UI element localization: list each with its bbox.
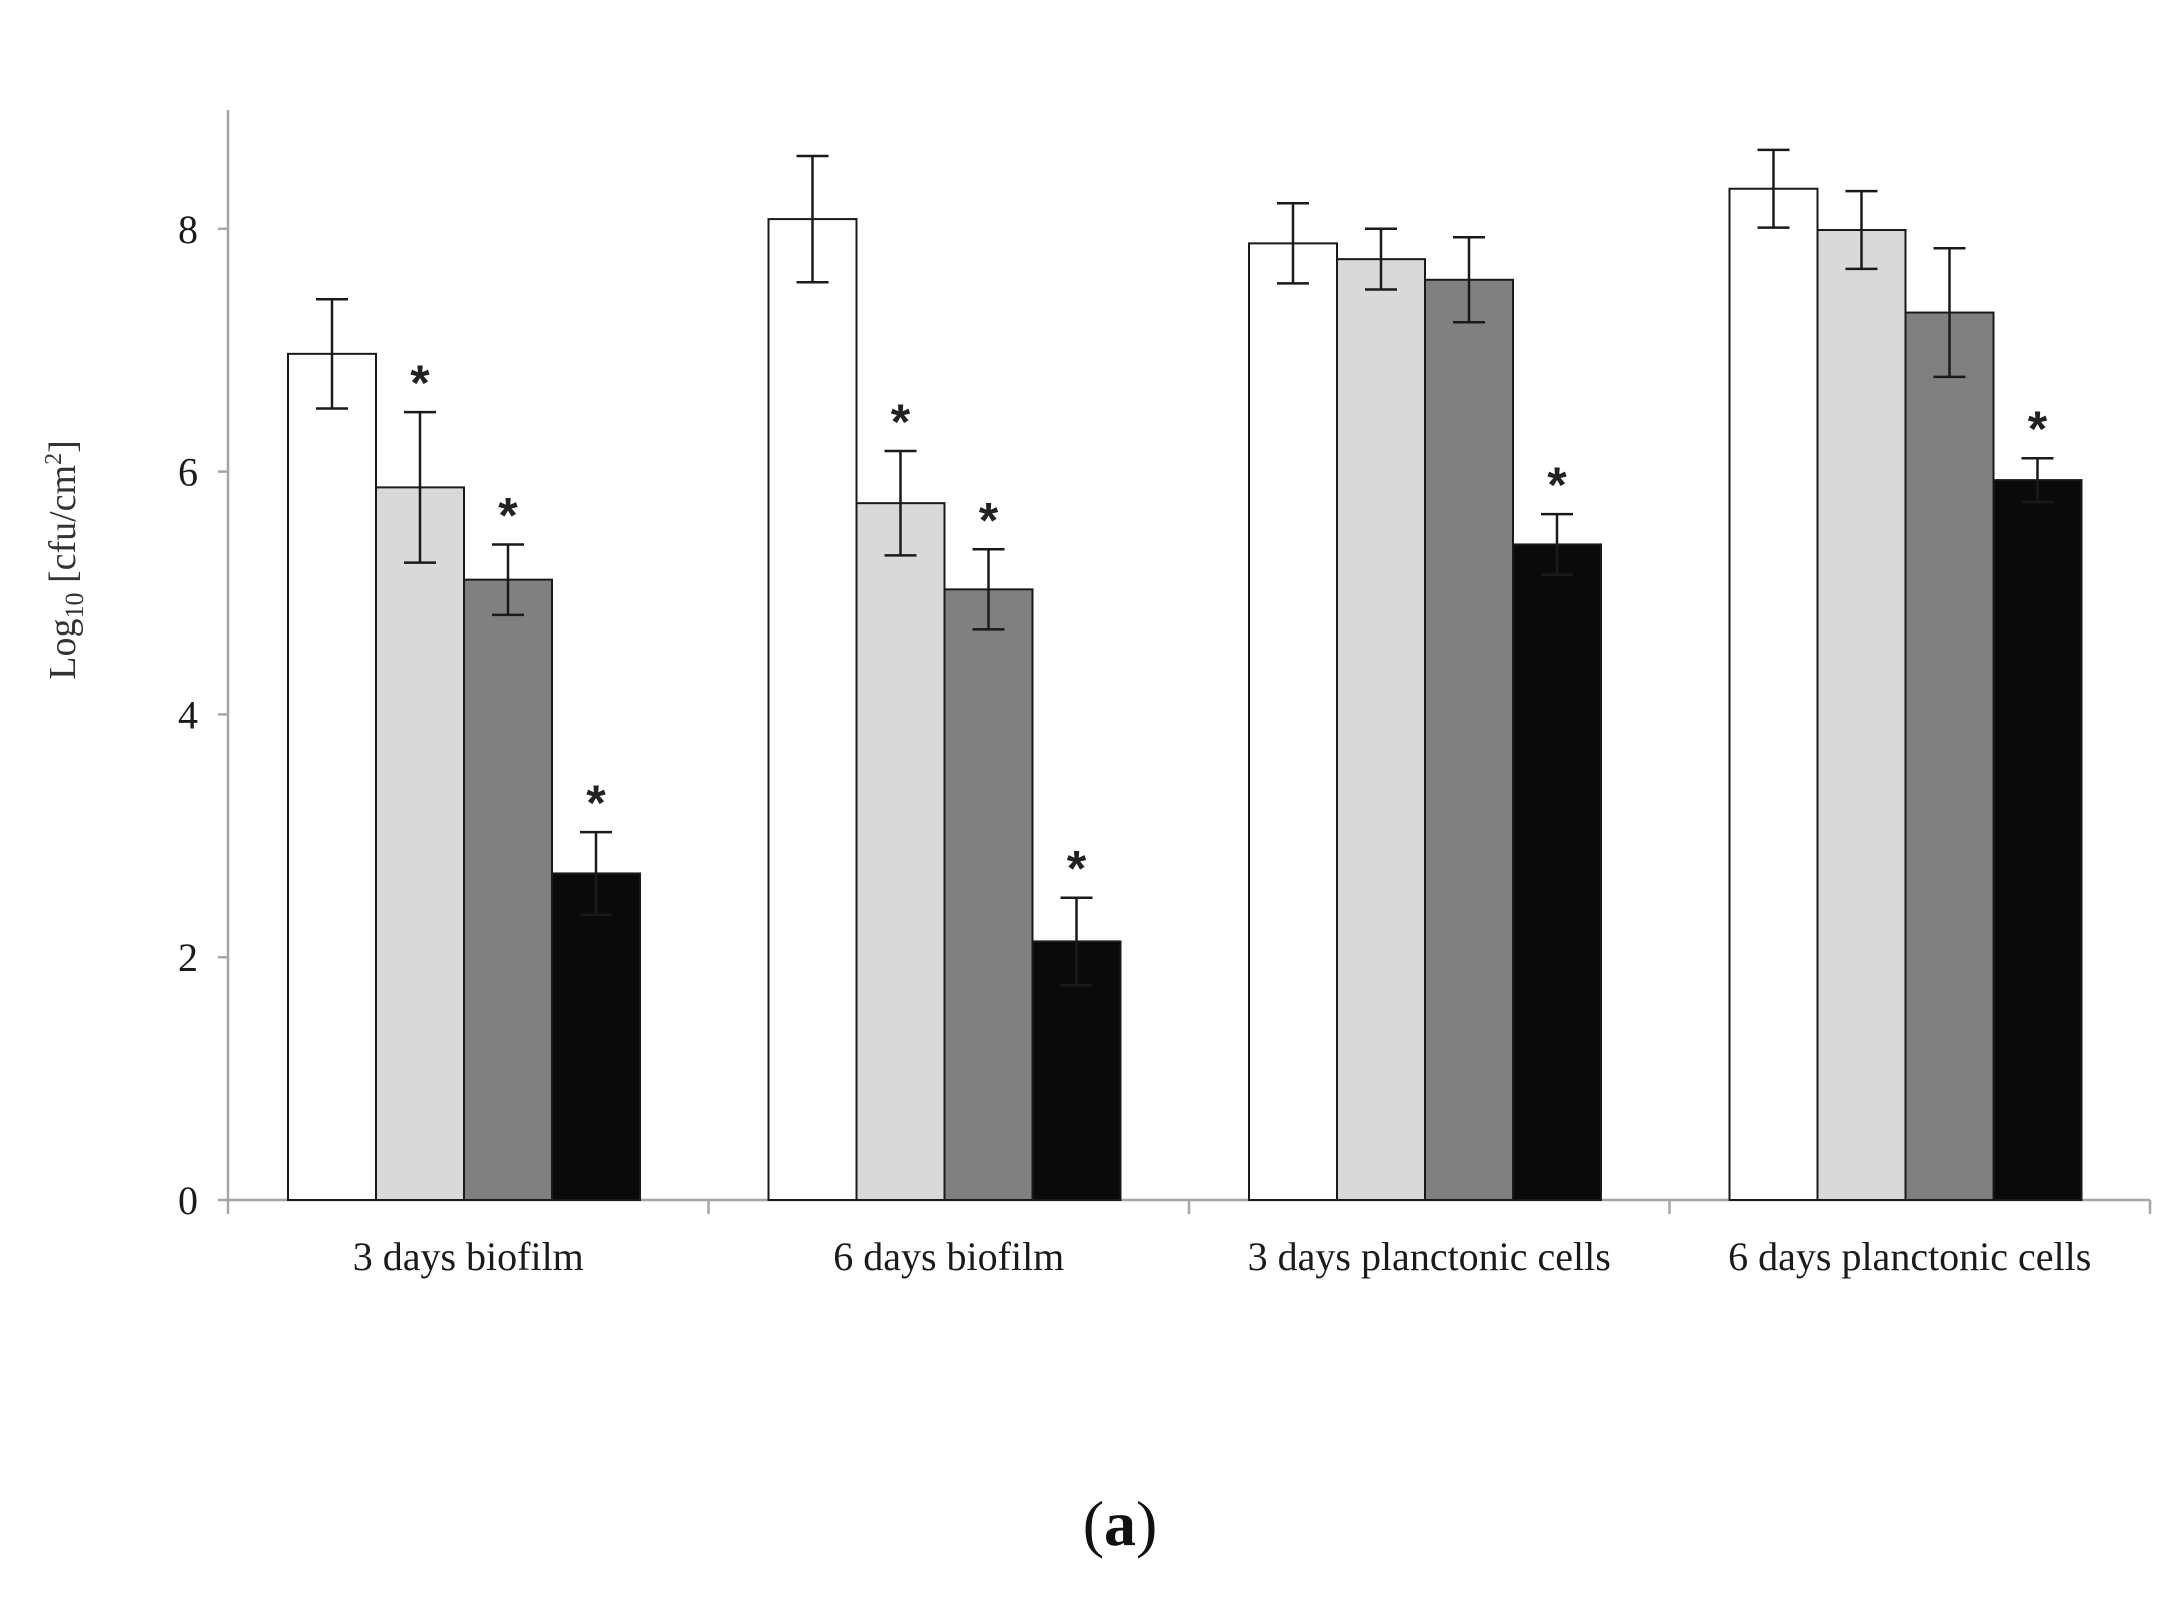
x-category-label: 6 days planctonic cells [1728,1234,2091,1279]
bar [1512,543,1602,1201]
bars [287,187,2083,1202]
error-bars [316,148,2054,987]
panel-label: (a) [1083,1488,1158,1559]
bar [1728,187,1819,1202]
significance-star: * [891,394,911,450]
x-category-label: 3 days planctonic cells [1248,1234,1611,1279]
bar [1816,229,1907,1202]
significance-star: * [586,775,606,831]
y-tick-label: 8 [178,207,198,252]
bar [551,872,641,1202]
significance-star: * [979,492,999,548]
significance-star: * [498,487,518,543]
bar [1336,258,1426,1201]
bar [1424,278,1514,1201]
significance-star: * [1547,457,1567,513]
y-tick-label: 6 [178,450,198,495]
significance-markers: * * * * * * * * [410,355,2048,897]
bar [767,218,858,1201]
y-axis-title: Log10 [cfu/cm2] [41,440,89,680]
bar [1248,242,1338,1202]
y-tick-label: 4 [178,692,198,737]
bar [855,502,946,1201]
y-tick-label: 2 [178,935,198,980]
bar [287,352,377,1202]
x-axis: 3 days biofilm 6 days biofilm 3 days planc… [226,1198,2152,1279]
bar [1904,311,1995,1202]
x-category-label: 3 days biofilm [353,1234,584,1279]
significance-star: * [2028,401,2048,457]
x-category-label: 6 days biofilm [833,1234,1064,1279]
significance-star: * [410,355,430,411]
bar [375,486,465,1201]
y-tick-label: 0 [178,1178,198,1223]
bar [943,588,1034,1201]
y-axis: 0 2 4 6 8 [178,110,230,1223]
significance-star: * [1067,841,1087,897]
bar [463,578,553,1201]
bar [1992,479,2083,1201]
